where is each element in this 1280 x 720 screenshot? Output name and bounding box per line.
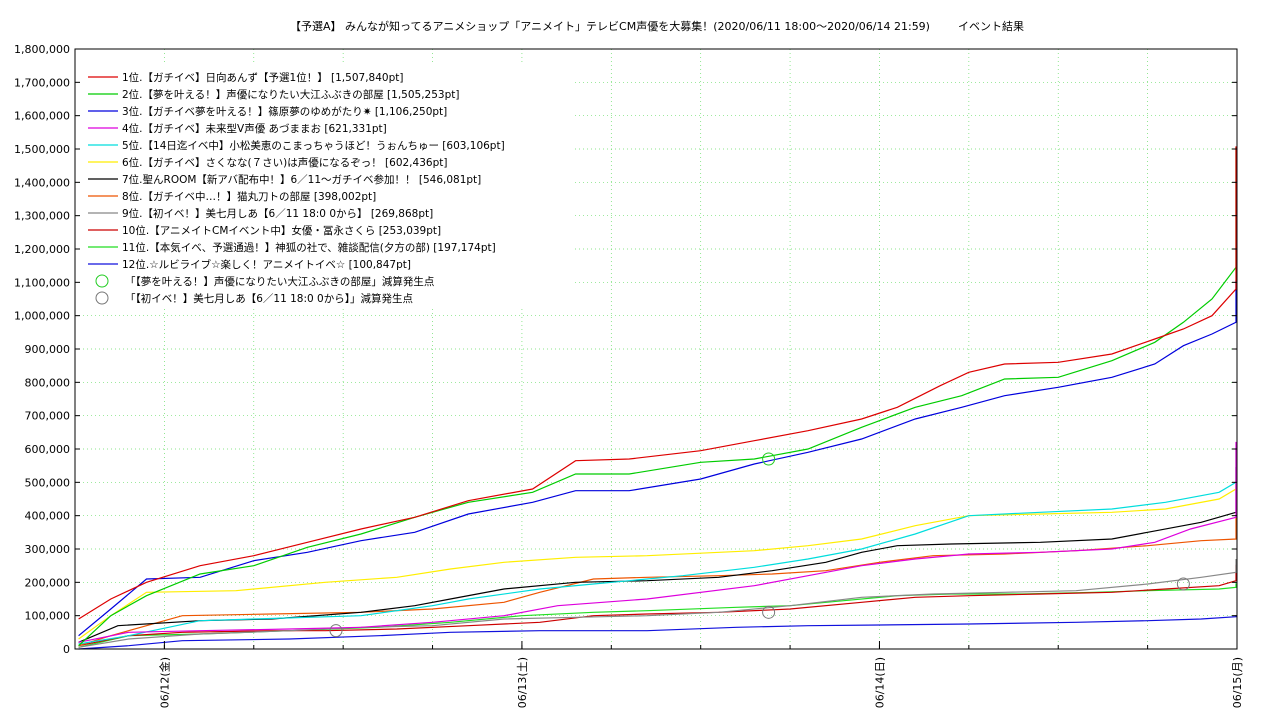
legend-label: 8位.【ガチイベ中…！】猫丸刀トの部屋 [398,002pt] [122,190,376,203]
series-lines [78,146,1237,650]
y-tick-label: 1,000,000 [14,310,70,323]
chart-title: 【予選A】 みんなが知ってるアニメショップ「アニメイト」テレビCM声優を大募集！… [290,19,930,33]
y-tick-label: 400,000 [25,510,71,523]
legend-label: 7位.聖んROOM【新アバ配布中！】6／11～ガチイベ参加！！ [546,081… [122,173,481,186]
marker-point [329,624,343,638]
marker-point [1176,577,1190,591]
x-tick-label: 06/15(月) [1231,657,1244,708]
legend-label: 11位.【本気イベ、予選通過！】神狐の社で、雑談配信(夕方の部) [197,17… [122,241,496,254]
legend-label: 4位.【ガチイベ】未来型V声優 あづままお [621,331pt] [122,122,387,135]
legend-label: 12位.☆ルビライブ☆楽しく！アニメイトイベ☆ [100,847pt] [122,258,411,271]
x-tick-label: 06/14(日) [873,657,886,708]
chart-subtitle: イベント結果 [958,19,1024,33]
series-line [78,441,1237,643]
legend-label: 9位.【初イベ！】美七月しあ【6／11 18:0 0から】 [269,868pt… [122,207,433,220]
y-tick-label: 1,100,000 [14,276,70,289]
series-line [78,280,1237,637]
series-line [78,516,1237,647]
legend-label: 5位.【14日迄イベ中】小松美恵のこまっちゃうほど！うぉんちゅー [603,10… [122,139,505,152]
y-tick-label: 300,000 [25,543,71,556]
x-tick-label: 06/12(金) [157,657,171,708]
y-tick-label: 1,700,000 [14,76,70,89]
y-axis: 0 100,000 200,000 300,000 400,000 500,000 600,… [14,43,1237,656]
y-tick-label: 1,300,000 [14,210,70,223]
y-tick-label: 500,000 [25,476,71,489]
legend-marker-swatch [95,274,109,288]
y-tick-label: 1,800,000 [14,43,70,56]
y-tick-label: 700,000 [25,410,71,423]
y-tick-label: 100,000 [25,610,71,623]
x-tick-label: 06/13(土) [516,657,529,708]
legend-label: 10位.【アニメイトCMイベント中】女優・冨永さくら [253,039pt] [122,224,441,237]
y-tick-label: 1,500,000 [14,143,70,156]
y-tick-label: 1,400,000 [14,176,70,189]
legend-marker-label: 「【夢を叶える！】声優になりたい大江ふぶきの部屋」減算発生点 [125,275,434,288]
legend: 1位.【ガチイベ】日向あんず【予選1位！】 [1,507,840pt] 2位.【夢… [80,62,575,306]
y-tick-label: 1,600,000 [14,110,70,123]
series-line [78,448,1237,645]
y-tick-label: 0 [63,643,70,656]
legend-marker-label: 「【初イベ！】美七月しあ【6／11 18:0 0から】」減算発生点 [125,292,413,305]
y-tick-label: 900,000 [25,343,71,356]
series-line [78,146,1237,620]
marker-point [762,605,776,619]
y-tick-label: 800,000 [25,376,71,389]
series-line [78,615,1237,650]
y-tick-label: 600,000 [25,443,71,456]
marker-group [329,452,1190,638]
legend-label: 1位.【ガチイベ】日向あんず【予選1位！】 [1,507,840pt] [122,71,403,84]
series-line [78,448,1237,640]
y-tick-label: 1,200,000 [14,243,70,256]
series-line [78,559,1237,648]
legend-marker-swatch [95,291,109,305]
legend-background [80,62,575,306]
x-axis: 06/12(金) 06/13(土) 06/14(日) 06/15(月) [74,641,1244,708]
marker-point [762,452,776,466]
legend-label: 3位.【ガチイベ夢を叶える！】篠原夢のゆめがたり✷ [1,106,250pt] [122,105,447,118]
y-tick-label: 200,000 [25,576,71,589]
series-line [78,467,1237,643]
series-line [78,564,1237,647]
legend-label: 6位.【ガチイベ】さくなな(７さい)は声優になるぞっ！ [602,436pt] [122,156,447,169]
legend-label: 2位.【夢を叶える！】声優になりたい大江ふぶきの部屋 [1,505,253pt] [122,88,459,101]
